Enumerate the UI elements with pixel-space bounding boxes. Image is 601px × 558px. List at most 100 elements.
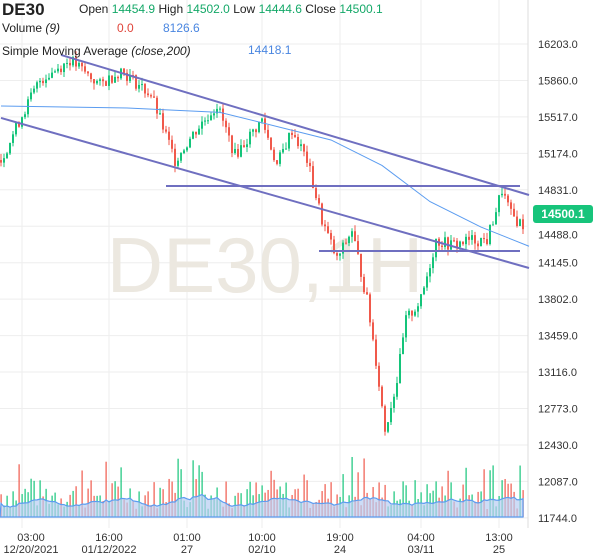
candle-body bbox=[174, 148, 176, 166]
y-tick-label: 16203.0 bbox=[538, 39, 578, 51]
candle-body bbox=[75, 57, 77, 67]
candle-body bbox=[12, 134, 14, 143]
volume-bar bbox=[72, 490, 74, 517]
candle-body bbox=[57, 68, 59, 72]
candle-body bbox=[93, 79, 95, 84]
candle-body bbox=[429, 268, 431, 277]
candle-body bbox=[339, 253, 341, 256]
candle-body bbox=[6, 153, 8, 159]
candle-body bbox=[498, 195, 500, 213]
candle-body bbox=[171, 139, 173, 149]
y-tick-label: 13459.0 bbox=[538, 331, 578, 343]
candle-body bbox=[513, 208, 515, 217]
candle-body bbox=[276, 160, 278, 164]
candle-body bbox=[270, 137, 272, 150]
candle-body bbox=[18, 122, 20, 127]
candle-body bbox=[489, 224, 491, 245]
volume-label: Volume bbox=[2, 21, 43, 35]
candle-body bbox=[420, 294, 422, 307]
ohlc-readout: Open 14454.9 High 14502.0 Low 14444.6 Cl… bbox=[79, 2, 383, 16]
volume-bar bbox=[105, 461, 107, 517]
candle-body bbox=[303, 144, 305, 152]
candle-body bbox=[249, 131, 251, 145]
volume-bar bbox=[483, 469, 485, 517]
candle-body bbox=[264, 118, 266, 130]
sma-value: 14418.1 bbox=[248, 43, 292, 57]
y-tick-label: 12773.0 bbox=[538, 404, 578, 416]
volume-bar bbox=[171, 481, 173, 517]
volume-bar bbox=[489, 470, 491, 517]
x-tick-time: 04:00 bbox=[407, 532, 435, 544]
volume-bar bbox=[162, 489, 164, 517]
candle-body bbox=[345, 242, 347, 244]
sma-200-line bbox=[0, 105, 530, 247]
candle-body bbox=[54, 71, 56, 73]
volume-bar bbox=[75, 486, 77, 517]
candle-body bbox=[129, 75, 131, 82]
candle-body bbox=[435, 238, 437, 258]
candle-body bbox=[201, 121, 203, 129]
volume-bar bbox=[465, 467, 467, 517]
candle-body bbox=[210, 115, 212, 121]
y-tick-label: 12087.0 bbox=[538, 476, 578, 488]
volume-bar bbox=[342, 474, 344, 517]
candle-body bbox=[105, 81, 107, 86]
volume-bar bbox=[159, 487, 161, 517]
y-tick-label: 15517.0 bbox=[538, 112, 578, 124]
candle-body bbox=[432, 257, 434, 269]
candle-body bbox=[135, 75, 137, 89]
candle-body bbox=[324, 224, 326, 227]
candle-body bbox=[240, 145, 242, 157]
candle-body bbox=[381, 386, 383, 407]
volume-legend: Volume (9) bbox=[2, 21, 60, 35]
candle-body bbox=[333, 239, 335, 254]
candle-body bbox=[261, 118, 263, 122]
volume-bar bbox=[414, 480, 416, 517]
candle-body bbox=[99, 79, 101, 81]
x-tick-time: 13:00 bbox=[485, 532, 513, 544]
high-label: High bbox=[158, 2, 184, 16]
candle-body bbox=[291, 132, 293, 135]
candle-body bbox=[312, 166, 314, 189]
volume-bar bbox=[30, 478, 32, 517]
candle-body bbox=[465, 236, 467, 245]
y-tick-label: 13116.0 bbox=[538, 367, 577, 379]
candle-body bbox=[417, 306, 419, 312]
candle-body bbox=[24, 114, 26, 118]
candle-body bbox=[483, 238, 485, 240]
candle-body bbox=[318, 198, 320, 204]
volume-period: (9) bbox=[45, 21, 61, 35]
candle-body bbox=[507, 195, 509, 203]
candle-body bbox=[150, 95, 152, 97]
volume-bar bbox=[303, 474, 305, 517]
low-value: 14444.6 bbox=[258, 2, 302, 16]
volume-bar bbox=[87, 488, 89, 517]
candle-body bbox=[117, 76, 119, 79]
candle-body bbox=[207, 120, 209, 122]
candle-body bbox=[456, 240, 458, 248]
candle-body bbox=[486, 239, 488, 245]
candle-body bbox=[366, 292, 368, 295]
x-tick-date: 25 bbox=[493, 544, 505, 556]
candle-body bbox=[363, 276, 365, 293]
candle-body bbox=[222, 108, 224, 121]
x-tick-time: 03:00 bbox=[17, 532, 45, 544]
trendline bbox=[60, 53, 530, 196]
candle-body bbox=[252, 129, 254, 132]
candle-body bbox=[360, 253, 362, 277]
candle-body bbox=[39, 80, 41, 83]
candle-body bbox=[237, 148, 239, 157]
candle-body bbox=[36, 82, 38, 89]
candle-body bbox=[3, 158, 5, 163]
volume-bar bbox=[357, 472, 359, 517]
candle-body bbox=[165, 129, 167, 132]
candle-body bbox=[372, 322, 374, 340]
candle-body bbox=[111, 75, 113, 83]
candle-body bbox=[66, 62, 68, 64]
candle-body bbox=[204, 120, 206, 122]
candle-body bbox=[84, 66, 86, 72]
volume-bar bbox=[492, 465, 494, 517]
open-label: Open bbox=[79, 2, 109, 16]
